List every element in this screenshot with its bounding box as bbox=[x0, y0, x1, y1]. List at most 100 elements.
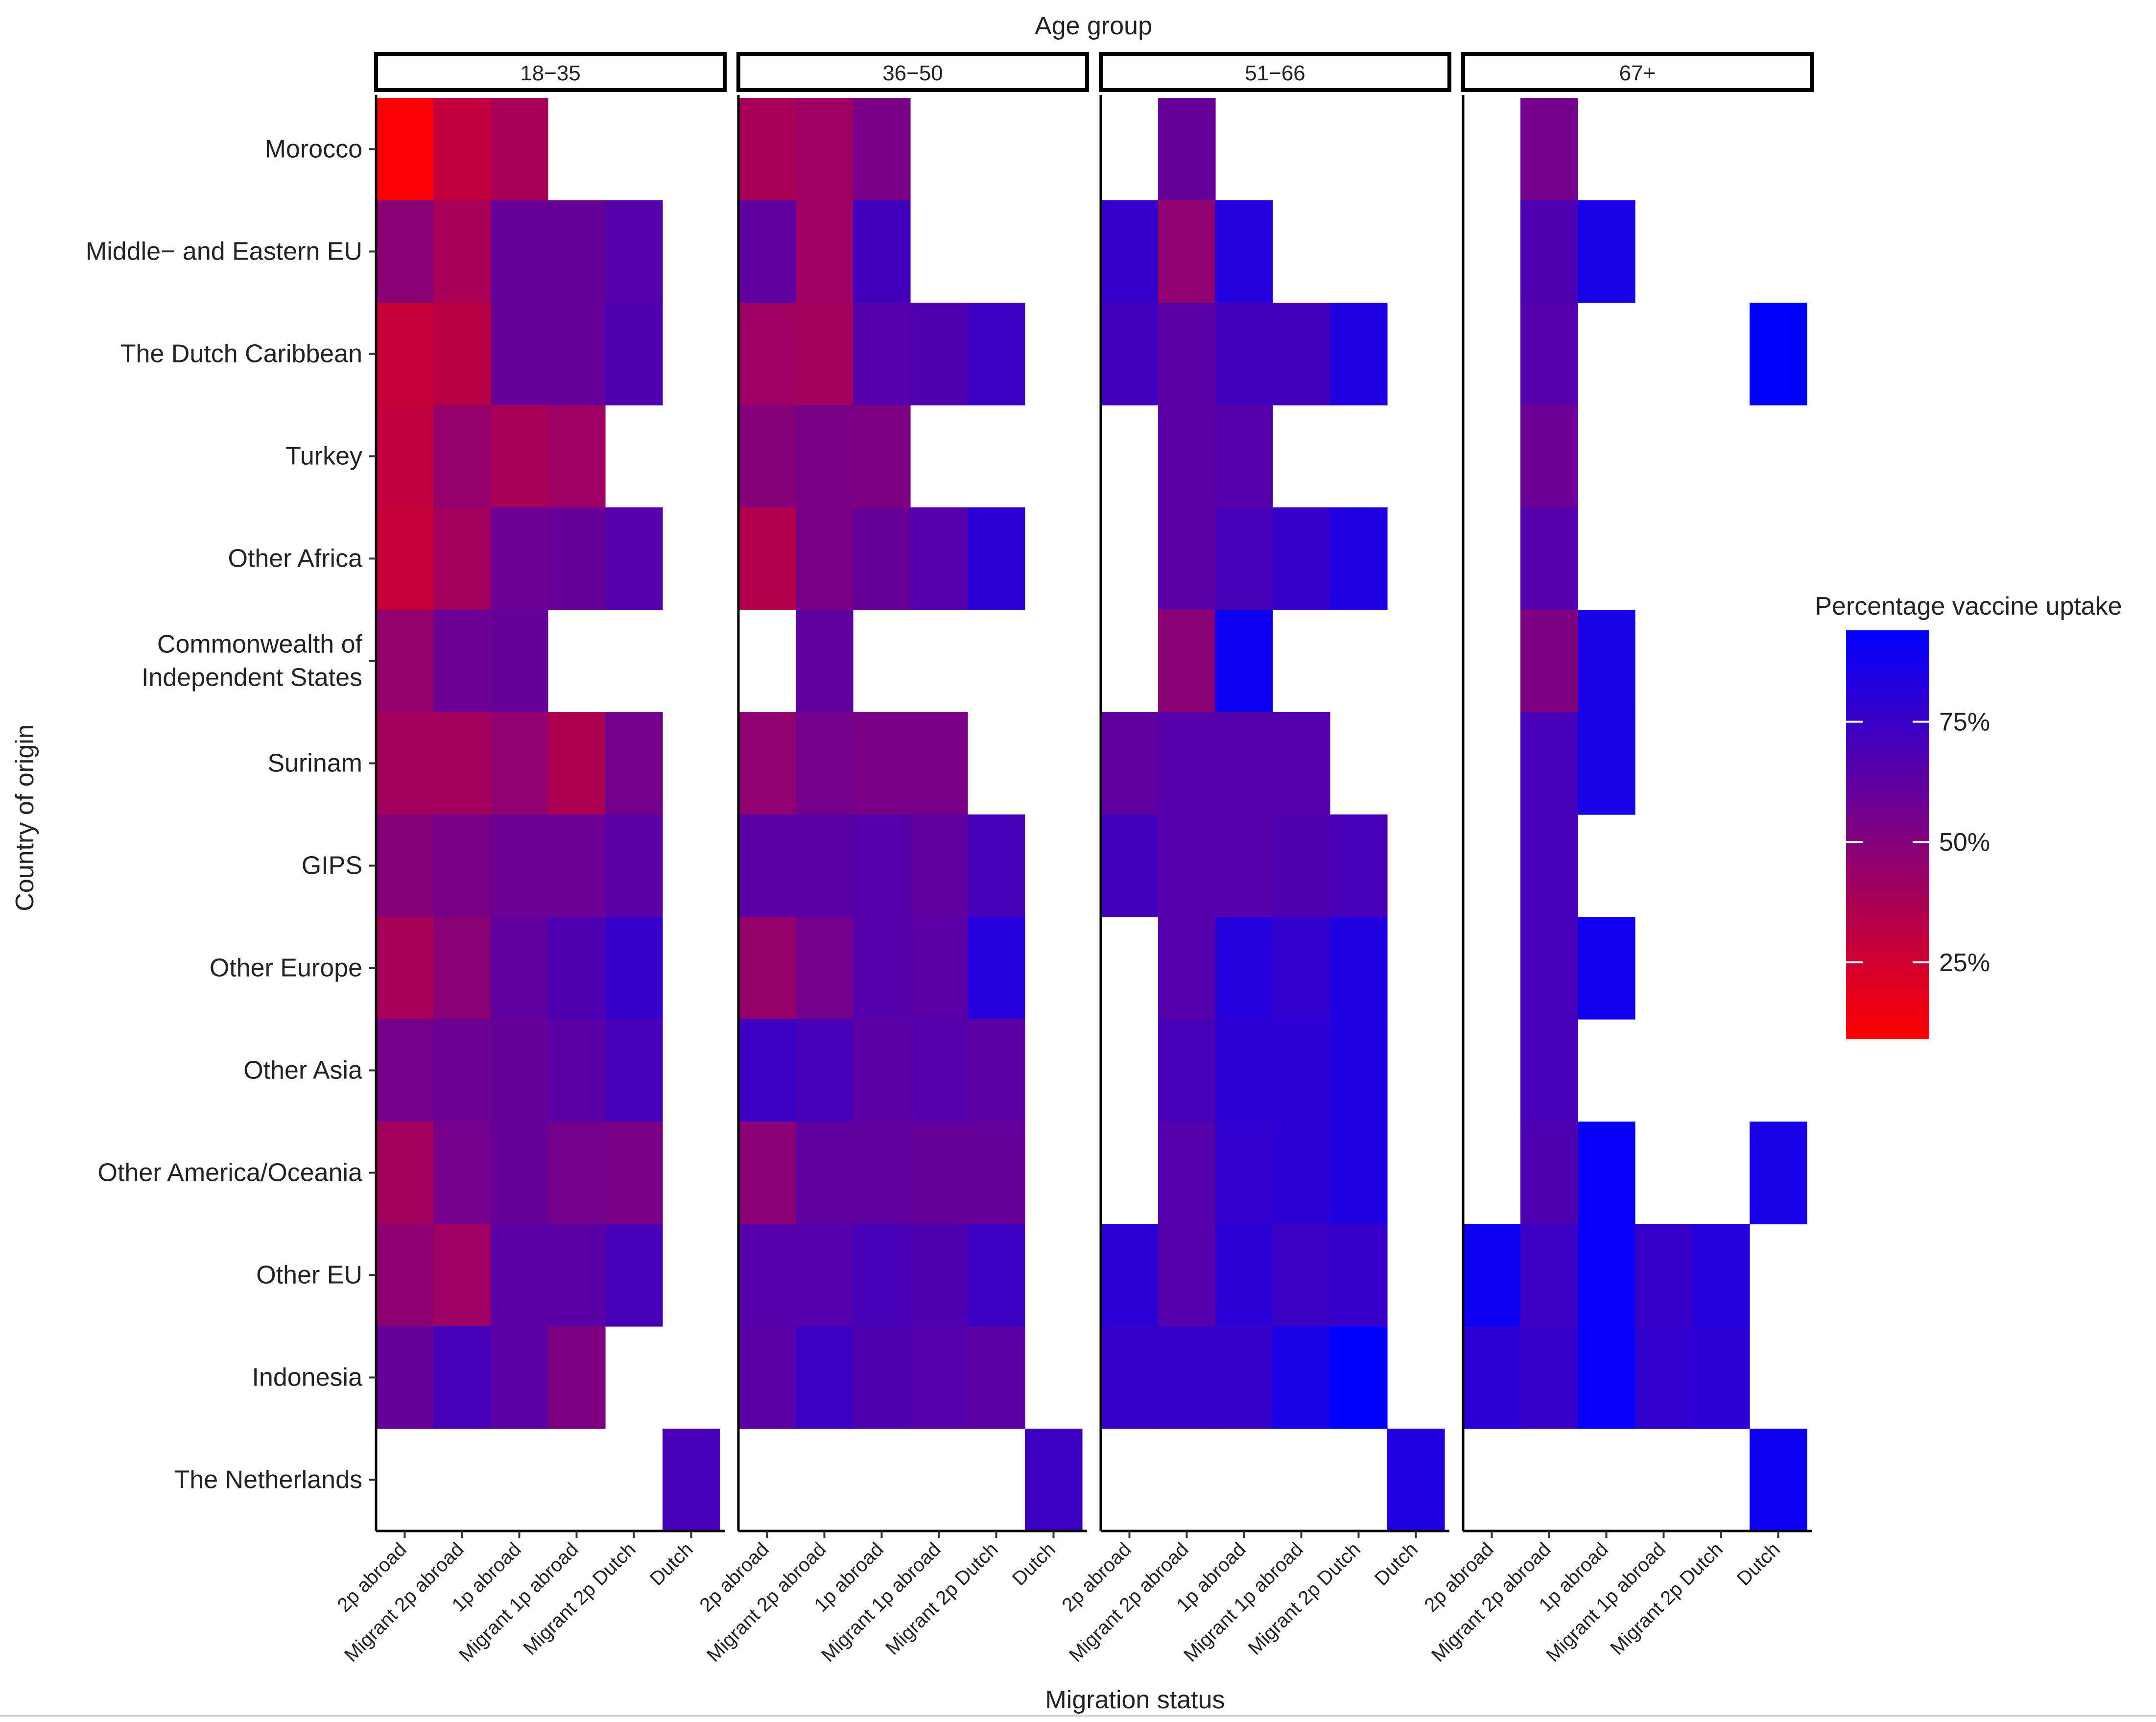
legend-tick-label: 25% bbox=[1939, 949, 1990, 977]
heatmap-cell bbox=[1158, 814, 1216, 917]
heatmap-cell bbox=[796, 200, 853, 303]
heatmap-cell bbox=[738, 1224, 796, 1327]
heatmap-cell bbox=[796, 1326, 853, 1429]
heatmap-cell bbox=[1101, 303, 1159, 406]
heatmap-cell bbox=[1273, 303, 1330, 406]
heatmap-cell bbox=[1578, 917, 1635, 1020]
heatmap-cell bbox=[1330, 814, 1388, 917]
heatmap-cell bbox=[1520, 1326, 1578, 1429]
heatmap-cell bbox=[968, 303, 1025, 406]
heatmap-cell bbox=[1215, 712, 1273, 815]
heatmap-cell bbox=[433, 303, 491, 406]
heatmap-cell bbox=[1215, 610, 1273, 713]
heatmap-cell bbox=[738, 507, 796, 610]
heatmap-cell bbox=[1158, 98, 1216, 201]
heatmap-cell bbox=[1330, 507, 1388, 610]
facet-strip-label: 51−66 bbox=[1245, 61, 1305, 85]
heatmap-cell bbox=[491, 200, 548, 303]
heatmap-cell bbox=[605, 712, 663, 815]
legend-colorbar bbox=[1846, 630, 1929, 1039]
heatmap-cell bbox=[491, 610, 548, 713]
heatmap-cell bbox=[1330, 1019, 1388, 1122]
heatmap-cell bbox=[1101, 712, 1159, 815]
heatmap-cell bbox=[1158, 917, 1216, 1020]
heatmap-cell bbox=[1215, 1019, 1273, 1122]
legend-tick-label: 50% bbox=[1939, 828, 1990, 857]
heatmap-cell bbox=[1520, 814, 1578, 917]
heatmap-cell bbox=[605, 1019, 663, 1122]
heatmap-cell bbox=[1158, 1019, 1216, 1122]
heatmap-cell bbox=[1578, 1326, 1635, 1429]
y-tick-label: Indonesia bbox=[252, 1363, 362, 1392]
heatmap-cell bbox=[1520, 303, 1578, 406]
y-axis-labels: Morocco Middle− and Eastern EU The Dutch C… bbox=[86, 135, 363, 1494]
heatmap-cell bbox=[1215, 303, 1273, 406]
heatmap-cell bbox=[1025, 1429, 1083, 1531]
heatmap-cell bbox=[491, 1019, 548, 1122]
heatmap-cell bbox=[1692, 1224, 1750, 1327]
heatmap-cell bbox=[738, 303, 796, 406]
heatmap-cell bbox=[738, 917, 796, 1020]
heatmap-cell bbox=[853, 1224, 911, 1327]
heatmap-cell bbox=[1520, 712, 1578, 815]
heatmap-cell bbox=[853, 1326, 911, 1429]
heatmap-cell bbox=[605, 1224, 663, 1327]
heatmap-cell bbox=[376, 303, 434, 406]
heatmap-cell bbox=[1215, 814, 1273, 917]
heatmap-cell bbox=[796, 405, 853, 508]
heatmap-cell bbox=[796, 98, 853, 201]
heatmap-cell bbox=[1101, 1224, 1159, 1327]
heatmap-cell bbox=[491, 98, 548, 201]
heatmap-cell bbox=[796, 1224, 853, 1327]
heatmap-cell bbox=[968, 917, 1025, 1020]
heatmap-cell bbox=[376, 917, 434, 1020]
heatmap-cell bbox=[433, 200, 491, 303]
heatmap-cell bbox=[1215, 1122, 1273, 1224]
heatmap-cell bbox=[376, 1326, 434, 1429]
heatmap-cell bbox=[605, 200, 663, 303]
facet-strip-label: 67+ bbox=[1619, 61, 1656, 85]
heatmap-cell bbox=[738, 1326, 796, 1429]
heatmap-cell bbox=[548, 1019, 606, 1122]
legend: Percentage vaccine uptake 25% 50% 75% bbox=[1815, 592, 2122, 1039]
heatmap-cell bbox=[1578, 1224, 1635, 1327]
heatmap-cell bbox=[1158, 507, 1216, 610]
heatmap-cell bbox=[548, 1326, 606, 1429]
y-tick-label: Commonwealth of bbox=[157, 630, 363, 659]
y-tick-label: Middle− and Eastern EU bbox=[86, 238, 362, 266]
heatmap-cell bbox=[1330, 303, 1388, 406]
x-tick-label: Dutch bbox=[1733, 1538, 1784, 1590]
heatmap-cell bbox=[1578, 610, 1635, 713]
heatmap-cell bbox=[376, 610, 434, 713]
heatmap-cell bbox=[376, 98, 434, 201]
heatmap-cell bbox=[910, 1326, 968, 1429]
heatmap-cell bbox=[548, 507, 606, 610]
heatmap-cell bbox=[433, 1326, 491, 1429]
heatmap-cell bbox=[796, 917, 853, 1020]
y-tick-label: The Netherlands bbox=[174, 1466, 362, 1494]
heatmap-cell bbox=[1273, 1224, 1330, 1327]
heatmap-cell bbox=[491, 507, 548, 610]
heatmap-cell bbox=[433, 1019, 491, 1122]
heatmap-cell bbox=[910, 1224, 968, 1327]
heatmap-cell bbox=[1158, 610, 1216, 713]
heatmap-cell bbox=[738, 1122, 796, 1224]
heatmap-cell bbox=[1273, 507, 1330, 610]
heatmap-cell bbox=[1750, 1122, 1807, 1224]
heatmap-cell bbox=[433, 1122, 491, 1224]
heatmap-cell bbox=[433, 814, 491, 917]
heatmap-cell bbox=[433, 712, 491, 815]
heatmap-cell bbox=[1215, 200, 1273, 303]
y-tick-label: Surinam bbox=[267, 749, 362, 778]
heatmap-cell bbox=[910, 1122, 968, 1224]
heatmap-cell bbox=[548, 200, 606, 303]
heatmap-cell bbox=[605, 814, 663, 917]
facet-strip bbox=[736, 52, 1089, 92]
y-tick-label: GIPS bbox=[302, 852, 362, 880]
x-axis-title: Migration status bbox=[1045, 1686, 1225, 1714]
y-tick-label: Other Africa bbox=[228, 545, 362, 573]
heatmap-cell bbox=[491, 1224, 548, 1327]
bottom-rule bbox=[0, 1715, 2156, 1717]
